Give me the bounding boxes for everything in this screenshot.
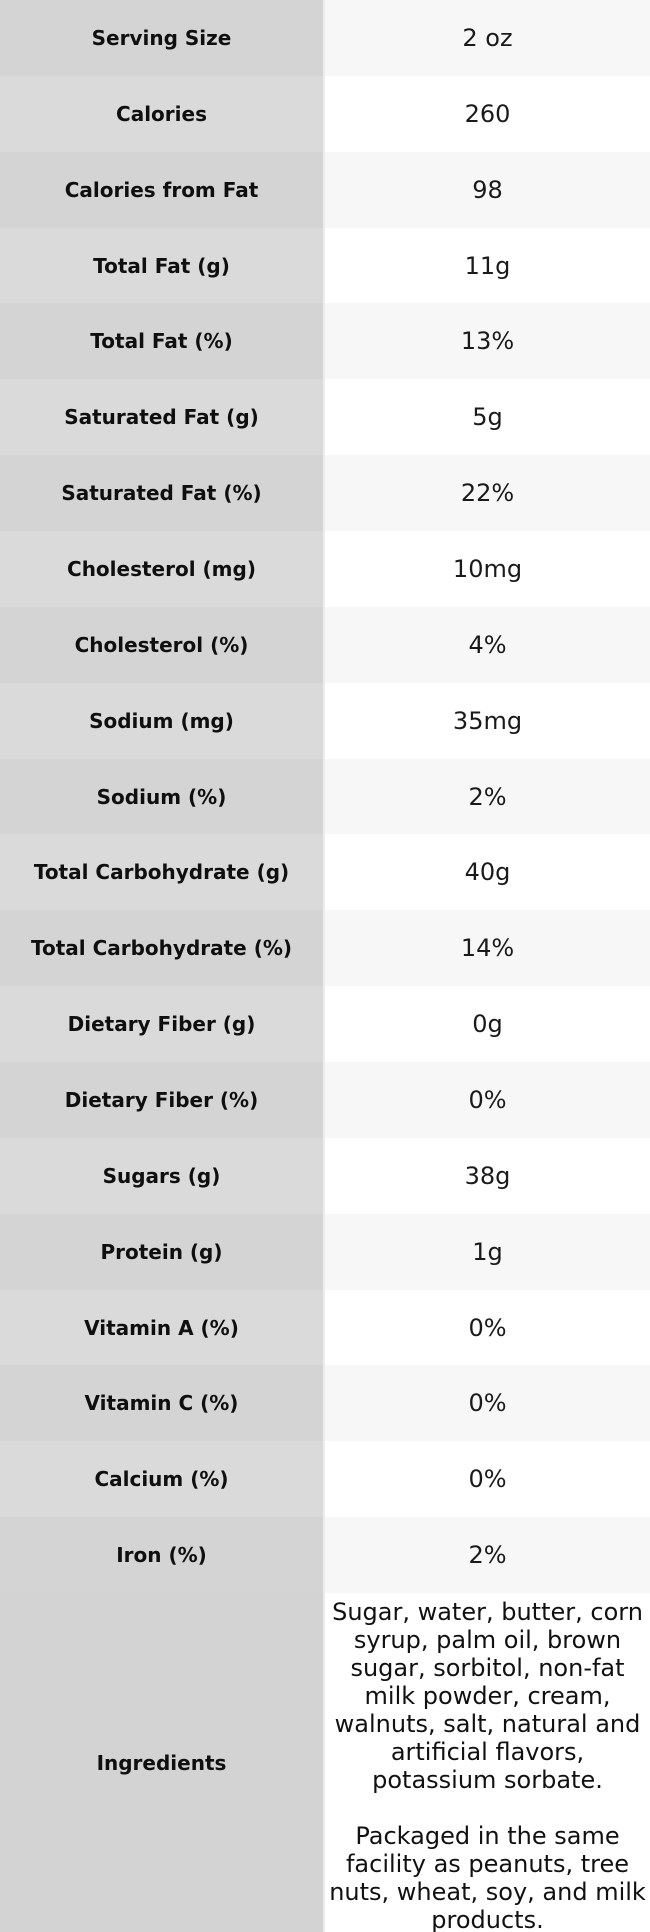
nutrient-label: Calories from Fat	[0, 151, 325, 228]
nutrient-label: Serving Size	[0, 0, 325, 76]
nutrient-row: Total Carbohydrate (%) 14%	[0, 910, 650, 987]
nutrient-row: Sugars (g) 38g	[0, 1137, 650, 1214]
nutrient-value: 0g	[325, 986, 650, 1063]
nutrient-row: Calories from Fat 98	[0, 151, 650, 228]
nutrient-row: Sodium (mg) 35mg	[0, 682, 650, 759]
nutrient-row: Dietary Fiber (g) 0g	[0, 986, 650, 1063]
nutrient-label: Total Fat (g)	[0, 227, 325, 304]
nutrient-row: Vitamin A (%) 0%	[0, 1289, 650, 1366]
nutrient-row: Cholesterol (%) 4%	[0, 606, 650, 683]
nutrient-value: 0%	[325, 1441, 650, 1518]
nutrient-label: Vitamin C (%)	[0, 1365, 325, 1442]
nutrient-value: 5g	[325, 379, 650, 456]
nutrient-label: Dietary Fiber (%)	[0, 1062, 325, 1138]
nutrient-label: Total Carbohydrate (%)	[0, 910, 325, 987]
nutrient-value: 13%	[325, 303, 650, 380]
nutrient-row: Vitamin C (%) 0%	[0, 1365, 650, 1442]
nutrient-row: Total Fat (g) 11g	[0, 227, 650, 304]
nutrient-value: 10mg	[325, 531, 650, 607]
nutrient-row: Total Fat (%) 13%	[0, 303, 650, 380]
nutrient-row: Saturated Fat (g) 5g	[0, 379, 650, 456]
nutrient-value: 14%	[325, 910, 650, 987]
nutrient-value: 22%	[325, 455, 650, 532]
nutrient-label: Sodium (%)	[0, 758, 325, 835]
nutrient-row: Sodium (%) 2%	[0, 758, 650, 835]
nutrient-row: Saturated Fat (%) 22%	[0, 455, 650, 532]
nutrient-value: 0%	[325, 1365, 650, 1442]
nutrient-value: 2%	[325, 758, 650, 835]
nutrient-label: Cholesterol (mg)	[0, 531, 325, 607]
nutrient-label: Iron (%)	[0, 1517, 325, 1594]
allergen-paragraph: Packaged in the same facility as peanuts…	[329, 1822, 646, 1932]
nutrient-value: 98	[325, 151, 650, 228]
nutrient-rows: Serving Size 2 oz Calories 260 Calories from…	[0, 0, 650, 1594]
nutrient-label: Calcium (%)	[0, 1441, 325, 1518]
ingredients-label: Ingredients	[0, 1593, 325, 1932]
nutrient-label: Sodium (mg)	[0, 682, 325, 759]
ingredients-row: Ingredients Sugar, water, butter, corn s…	[0, 1593, 650, 1932]
nutrient-label: Total Fat (%)	[0, 303, 325, 380]
nutrient-row: Total Carbohydrate (g) 40g	[0, 834, 650, 911]
nutrient-row: Calcium (%) 0%	[0, 1441, 650, 1518]
nutrient-label: Sugars (g)	[0, 1137, 325, 1214]
nutrient-row: Iron (%) 2%	[0, 1517, 650, 1594]
nutrient-label: Cholesterol (%)	[0, 606, 325, 683]
ingredients-text: Sugar, water, butter, corn syrup, palm o…	[325, 1593, 650, 1932]
nutrient-row: Dietary Fiber (%) 0%	[0, 1062, 650, 1138]
nutrient-row: Cholesterol (mg) 10mg	[0, 531, 650, 607]
nutrient-value: 35mg	[325, 682, 650, 759]
nutrient-row: Serving Size 2 oz	[0, 0, 650, 76]
nutrient-value: 1g	[325, 1213, 650, 1290]
nutrient-label: Calories	[0, 75, 325, 152]
nutrient-value: 0%	[325, 1062, 650, 1138]
nutrient-value: 2 oz	[325, 0, 650, 76]
nutrient-label: Protein (g)	[0, 1213, 325, 1290]
ingredients-paragraph: Sugar, water, butter, corn syrup, palm o…	[332, 1598, 643, 1794]
nutrient-value: 0%	[325, 1289, 650, 1366]
nutrient-label: Dietary Fiber (g)	[0, 986, 325, 1063]
nutrient-value: 40g	[325, 834, 650, 911]
nutrient-label: Saturated Fat (%)	[0, 455, 325, 532]
nutrient-value: 38g	[325, 1137, 650, 1214]
nutrient-row: Calories 260	[0, 75, 650, 152]
nutrient-label: Saturated Fat (g)	[0, 379, 325, 456]
nutrient-value: 260	[325, 75, 650, 152]
nutrient-value: 4%	[325, 606, 650, 683]
nutrient-row: Protein (g) 1g	[0, 1213, 650, 1290]
nutrient-value: 11g	[325, 227, 650, 304]
nutrient-value: 2%	[325, 1517, 650, 1594]
nutrient-label: Total Carbohydrate (g)	[0, 834, 325, 911]
nutrient-label: Vitamin A (%)	[0, 1289, 325, 1366]
